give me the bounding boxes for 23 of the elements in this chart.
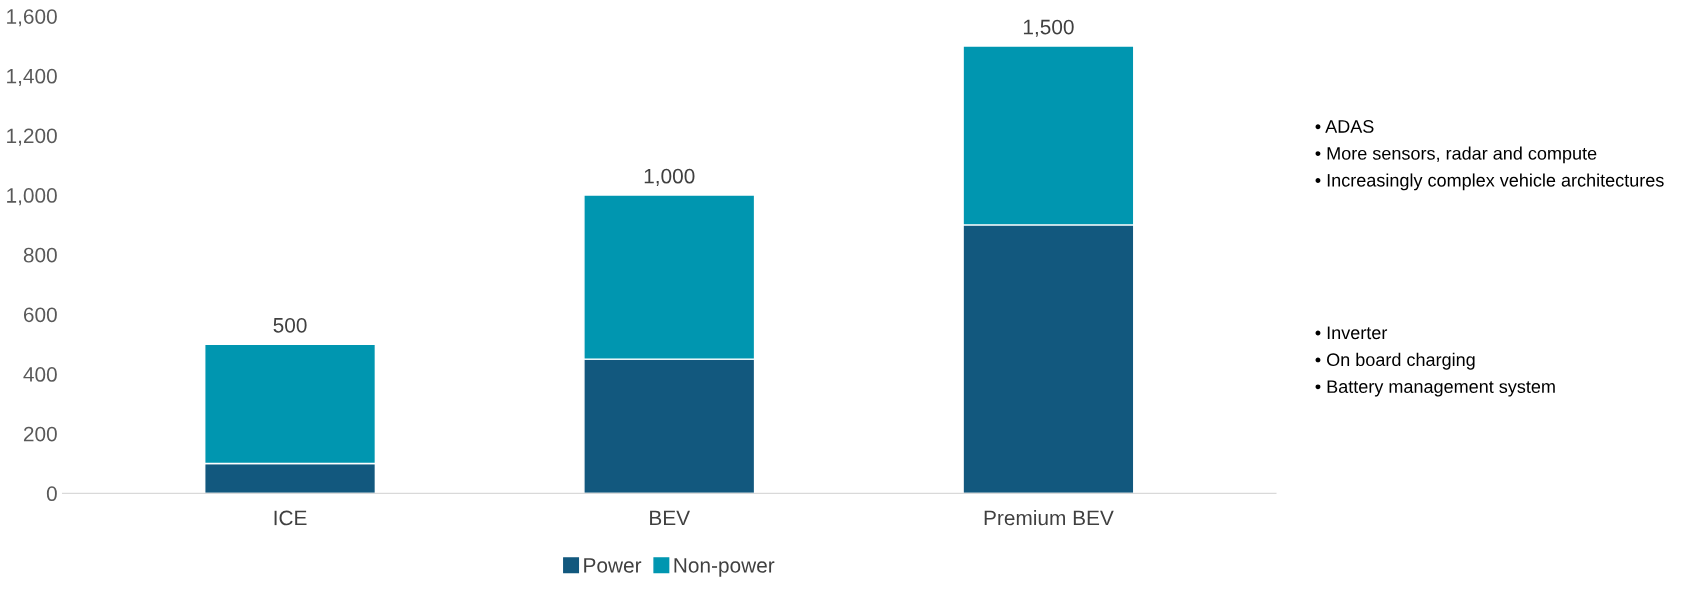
x-tick-label: BEV <box>650 510 690 526</box>
text: • Inverter <box>1315 326 1388 340</box>
y-tick-label: 1,200 <box>7 128 57 146</box>
legend-label: Non-power <box>674 558 775 577</box>
total-label: 500 <box>273 317 307 333</box>
legend-label: Power <box>584 558 642 573</box>
y-tick-label: 1,400 <box>7 68 57 87</box>
text: • ADAS <box>1315 120 1374 133</box>
y-tick-label: 400 <box>23 367 57 382</box>
y-tick-label: 0 <box>46 486 57 502</box>
y-tick-label: 200 <box>23 426 57 442</box>
total-label: 1,000 <box>644 168 695 186</box>
y-tick-label: 1,600 <box>7 9 57 27</box>
text: • More sensors, radar and compute <box>1315 146 1597 164</box>
text: • Increasingly complex vehicle architectures <box>1315 173 1664 191</box>
text: • On board charging <box>1315 352 1475 370</box>
total-label: 1,500 <box>1023 19 1074 37</box>
text: • Battery management system <box>1315 380 1555 397</box>
x-tick-label: ICE <box>274 510 307 526</box>
y-tick-label: 1,000 <box>7 188 57 206</box>
y-tick-label: 800 <box>23 247 57 263</box>
y-tick-label: 600 <box>23 307 57 323</box>
x-tick-label: Premium BEV <box>984 510 1114 526</box>
